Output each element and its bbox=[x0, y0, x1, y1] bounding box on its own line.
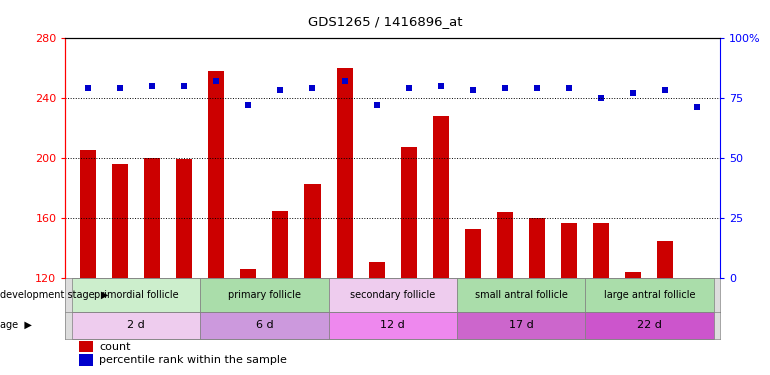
Text: secondary follicle: secondary follicle bbox=[350, 290, 435, 300]
Bar bbox=[208, 70, 224, 278]
Bar bbox=[240, 269, 256, 278]
Text: count: count bbox=[99, 342, 131, 352]
Bar bbox=[200, 278, 329, 312]
Bar bbox=[497, 212, 513, 278]
Bar bbox=[336, 68, 353, 278]
Bar bbox=[593, 223, 609, 278]
Text: large antral follicle: large antral follicle bbox=[604, 290, 695, 300]
Text: 2 d: 2 d bbox=[127, 320, 145, 330]
Text: age  ▶: age ▶ bbox=[0, 320, 32, 330]
Text: small antral follicle: small antral follicle bbox=[474, 290, 567, 300]
Bar bbox=[72, 312, 200, 339]
Text: 12 d: 12 d bbox=[380, 320, 405, 330]
Bar bbox=[144, 158, 160, 278]
Text: GDS1265 / 1416896_at: GDS1265 / 1416896_at bbox=[308, 15, 462, 28]
Bar bbox=[273, 211, 289, 278]
Bar bbox=[457, 278, 585, 312]
Bar bbox=[200, 312, 329, 339]
Text: 22 d: 22 d bbox=[637, 320, 661, 330]
Bar bbox=[72, 278, 200, 312]
Bar bbox=[112, 164, 128, 278]
Bar bbox=[433, 116, 449, 278]
Bar bbox=[658, 241, 674, 278]
Text: primordial follicle: primordial follicle bbox=[94, 290, 179, 300]
Bar bbox=[79, 341, 93, 352]
Bar bbox=[465, 229, 481, 278]
Bar bbox=[585, 278, 714, 312]
Bar bbox=[79, 354, 93, 366]
Bar bbox=[176, 159, 192, 278]
Bar bbox=[304, 183, 320, 278]
Text: 6 d: 6 d bbox=[256, 320, 273, 330]
Bar bbox=[369, 262, 385, 278]
Bar bbox=[329, 278, 457, 312]
Bar bbox=[80, 150, 96, 278]
Bar bbox=[400, 147, 417, 278]
Text: development stage  ▶: development stage ▶ bbox=[0, 290, 109, 300]
Bar bbox=[329, 312, 457, 339]
Bar bbox=[585, 312, 714, 339]
Bar bbox=[561, 223, 578, 278]
Text: 17 d: 17 d bbox=[509, 320, 534, 330]
Text: primary follicle: primary follicle bbox=[228, 290, 301, 300]
Bar bbox=[457, 312, 585, 339]
Text: percentile rank within the sample: percentile rank within the sample bbox=[99, 355, 287, 365]
Bar bbox=[529, 218, 545, 278]
Bar bbox=[625, 272, 641, 278]
